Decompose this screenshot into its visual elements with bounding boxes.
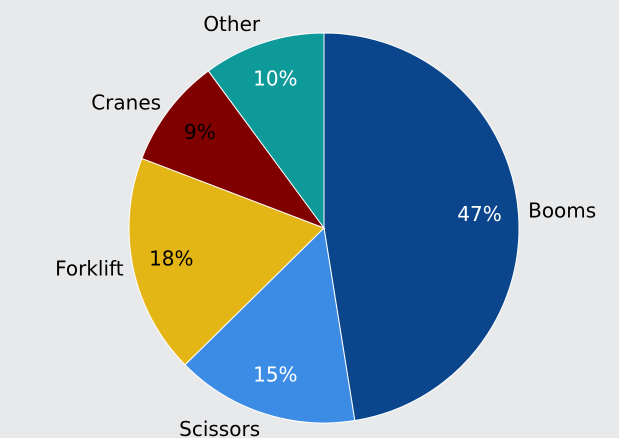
category-label: Other — [203, 12, 261, 36]
category-label: Cranes — [91, 91, 161, 115]
pie-slice — [323, 32, 520, 422]
value-label: 10% — [253, 66, 297, 90]
pie-slice — [141, 70, 326, 230]
pie-slice — [184, 226, 356, 424]
pie-slice — [207, 32, 325, 230]
category-label: Booms — [528, 198, 596, 222]
value-label: 9% — [184, 120, 216, 144]
value-label: 47% — [457, 202, 501, 226]
category-label: Forklift — [55, 256, 124, 280]
value-label: 15% — [253, 363, 297, 387]
pie-slice — [128, 157, 325, 366]
category-label: Scissors — [179, 417, 260, 438]
value-label: 18% — [149, 246, 193, 270]
